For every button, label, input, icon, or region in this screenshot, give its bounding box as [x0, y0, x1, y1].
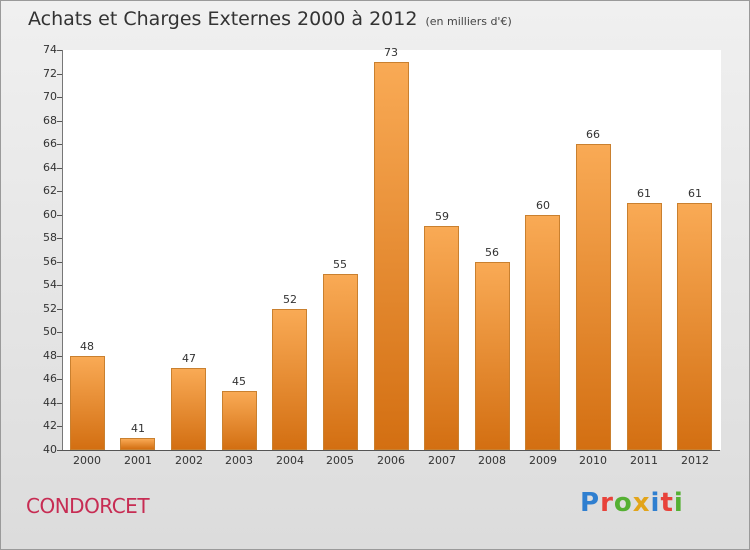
x-tick-label: 2007 [428, 454, 456, 467]
y-tick [57, 285, 62, 286]
bar-value-label: 55 [333, 258, 347, 271]
bar-value-label: 41 [131, 422, 145, 435]
x-axis-line [62, 450, 720, 451]
y-tick [57, 168, 62, 169]
x-tick-label: 2004 [276, 454, 304, 467]
y-tick-label: 64 [43, 161, 57, 174]
y-tick-label: 46 [43, 372, 57, 385]
y-tick [57, 191, 62, 192]
bar-2008 [475, 262, 510, 450]
chart-title-text: Achats et Charges Externes 2000 à 2012 [28, 8, 418, 30]
x-tick-label: 2010 [579, 454, 607, 467]
bar-value-label: 45 [232, 375, 246, 388]
logo-letter: P [580, 488, 601, 518]
bar-2002 [171, 368, 206, 450]
x-tick-label: 2003 [225, 454, 253, 467]
y-tick [57, 403, 62, 404]
x-tick-label: 2012 [681, 454, 709, 467]
y-tick [57, 309, 62, 310]
bar-2006 [374, 62, 409, 450]
x-tick-label: 2008 [478, 454, 506, 467]
bar-2000 [70, 356, 105, 450]
y-tick [57, 97, 62, 98]
y-tick [57, 450, 62, 451]
bar-2003 [222, 391, 257, 450]
y-tick [57, 379, 62, 380]
y-tick-label: 56 [43, 255, 57, 268]
y-tick-label: 74 [43, 43, 57, 56]
y-tick-label: 48 [43, 349, 57, 362]
bar-2004 [272, 309, 307, 450]
y-tick-label: 40 [43, 443, 57, 456]
x-tick-label: 2006 [377, 454, 405, 467]
logo-letter: x [632, 488, 651, 518]
bar-value-label: 73 [384, 46, 398, 59]
y-tick-label: 72 [43, 67, 57, 80]
logo-letter: t [660, 488, 674, 518]
logo-letter: r [600, 488, 614, 518]
y-tick-label: 68 [43, 114, 57, 127]
y-tick [57, 144, 62, 145]
bar-2007 [424, 226, 459, 450]
y-tick-label: 42 [43, 419, 57, 432]
y-tick-label: 58 [43, 231, 57, 244]
y-tick-label: 50 [43, 325, 57, 338]
bar-2009 [525, 215, 560, 450]
x-tick-label: 2011 [630, 454, 658, 467]
y-tick-label: 70 [43, 90, 57, 103]
bar-value-label: 61 [688, 187, 702, 200]
y-tick [57, 50, 62, 51]
y-tick [57, 262, 62, 263]
bar-value-label: 61 [637, 187, 651, 200]
bar-value-label: 48 [80, 340, 94, 353]
y-tick-label: 62 [43, 184, 57, 197]
y-tick [57, 215, 62, 216]
y-tick [57, 121, 62, 122]
bar-2010 [576, 144, 611, 450]
bar-value-label: 66 [586, 128, 600, 141]
bar-2012 [677, 203, 712, 450]
y-tick-label: 44 [43, 396, 57, 409]
y-tick [57, 356, 62, 357]
proxiti-logo: Proxiti [580, 488, 684, 518]
x-tick-label: 2001 [124, 454, 152, 467]
bar-value-label: 56 [485, 246, 499, 259]
x-tick-label: 2009 [529, 454, 557, 467]
bar-value-label: 52 [283, 293, 297, 306]
bar-2011 [627, 203, 662, 450]
x-tick-label: 2002 [175, 454, 203, 467]
y-tick [57, 426, 62, 427]
bar-2005 [323, 274, 358, 450]
x-tick-label: 2000 [73, 454, 101, 467]
y-tick [57, 238, 62, 239]
y-tick [57, 332, 62, 333]
y-tick-label: 66 [43, 137, 57, 150]
y-tick-label: 60 [43, 208, 57, 221]
chart-unit: (en milliers d'€) [425, 15, 512, 28]
y-tick [57, 74, 62, 75]
bar-value-label: 47 [182, 352, 196, 365]
bar-value-label: 59 [435, 210, 449, 223]
logo-letter: i [673, 488, 684, 518]
logo-letter: i [650, 488, 661, 518]
commune-name: CONDORCET [26, 494, 150, 518]
logo-letter: o [613, 488, 633, 518]
chart-title: Achats et Charges Externes 2000 à 2012 (e… [28, 8, 512, 30]
bar-2001 [120, 438, 155, 450]
x-tick-label: 2005 [326, 454, 354, 467]
bar-value-label: 60 [536, 199, 550, 212]
y-tick-label: 52 [43, 302, 57, 315]
y-tick-label: 54 [43, 278, 57, 291]
